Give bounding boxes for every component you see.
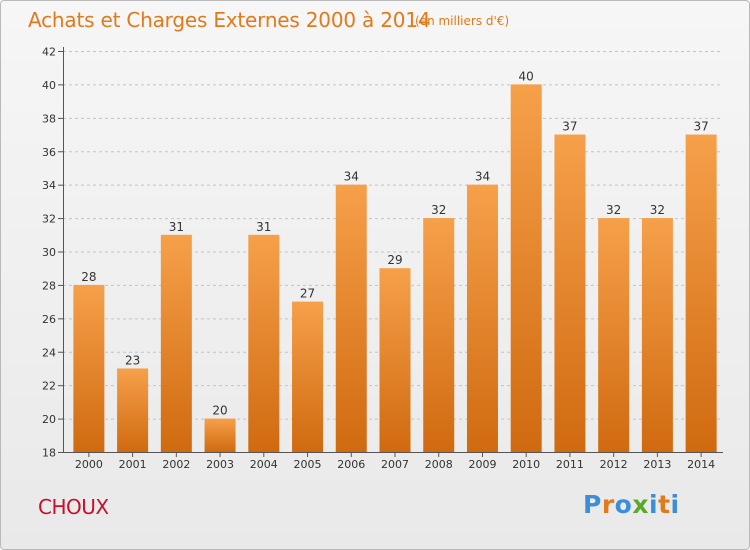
y-tick-label: 42 [42, 46, 56, 59]
x-tick-label: 2006 [337, 458, 365, 471]
x-tick-label: 2009 [468, 458, 496, 471]
x-tick-label: 2010 [512, 458, 540, 471]
y-tick-label: 40 [42, 79, 56, 92]
y-tick-label: 26 [42, 313, 56, 326]
bar [598, 218, 630, 452]
axes [58, 47, 723, 457]
logo-letter: t [658, 490, 671, 519]
proxiti-logo[interactable]: Proxiti [583, 490, 680, 519]
commune-name: CHOUX [38, 495, 109, 519]
bar [204, 418, 236, 452]
logo-letter: x [632, 490, 649, 519]
bar [73, 284, 105, 452]
y-tick-label: 18 [42, 447, 56, 460]
bars [73, 84, 717, 453]
bar-value-label: 29 [387, 253, 402, 267]
logo-letter: i [649, 490, 659, 519]
y-tick-label: 30 [42, 246, 56, 259]
bar [423, 218, 455, 452]
x-tick-label: 2014 [687, 458, 715, 471]
bar-value-label: 31 [169, 220, 184, 234]
y-tick-label: 36 [42, 146, 56, 159]
y-tick-label: 34 [42, 179, 56, 192]
bar [160, 234, 192, 452]
y-tick-label: 20 [42, 413, 56, 426]
bar [554, 134, 586, 452]
logo-letter: r [601, 490, 615, 519]
bar-value-label: 34 [344, 170, 359, 184]
x-tick-label: 2007 [381, 458, 409, 471]
x-tick-label: 2000 [75, 458, 103, 471]
logo-letter: P [583, 490, 602, 519]
chart-subtitle: (en milliers d'€) [415, 14, 510, 28]
y-tick-label: 38 [42, 112, 56, 125]
bar-value-label: 32 [431, 203, 446, 217]
x-tick-label: 2012 [600, 458, 628, 471]
chart-title: Achats et Charges Externes 2000 à 2014 [28, 8, 431, 32]
bar [685, 134, 717, 452]
x-tick-label: 2013 [643, 458, 671, 471]
y-tick-label: 32 [42, 213, 56, 226]
bar-value-label: 23 [125, 353, 140, 367]
bar [248, 234, 280, 452]
y-tick-label: 24 [42, 346, 56, 359]
x-tick-label: 2001 [119, 458, 147, 471]
bar-value-label: 34 [475, 170, 490, 184]
bar [117, 368, 149, 452]
x-tick-label: 2003 [206, 458, 234, 471]
y-tick-label: 22 [42, 380, 56, 393]
x-tick-label: 2004 [250, 458, 278, 471]
bar-value-label: 27 [300, 287, 315, 301]
bar-value-label: 40 [519, 69, 534, 83]
bar-value-label: 20 [212, 404, 227, 418]
bar-value-label: 37 [693, 120, 708, 134]
bar [292, 301, 324, 452]
bar [466, 184, 498, 452]
bar-value-label: 32 [650, 203, 665, 217]
bar [335, 184, 367, 452]
tick-labels: 18 20 22 24 26 28 30 32 34 36 38 40 42 28 2000 23 2001 31… [42, 46, 715, 472]
bar [379, 268, 411, 452]
bar-value-label: 31 [256, 220, 271, 234]
bar [641, 218, 673, 452]
bar-value-label: 32 [606, 203, 621, 217]
x-tick-label: 2005 [294, 458, 322, 471]
bar [510, 84, 542, 453]
bar-value-label: 28 [81, 270, 96, 284]
x-tick-label: 2002 [162, 458, 190, 471]
x-tick-label: 2008 [425, 458, 453, 471]
bar-value-label: 37 [562, 120, 577, 134]
y-tick-label: 28 [42, 279, 56, 292]
x-tick-label: 2011 [556, 458, 584, 471]
logo-letter: o [614, 490, 633, 519]
logo-letter: i [670, 490, 680, 519]
